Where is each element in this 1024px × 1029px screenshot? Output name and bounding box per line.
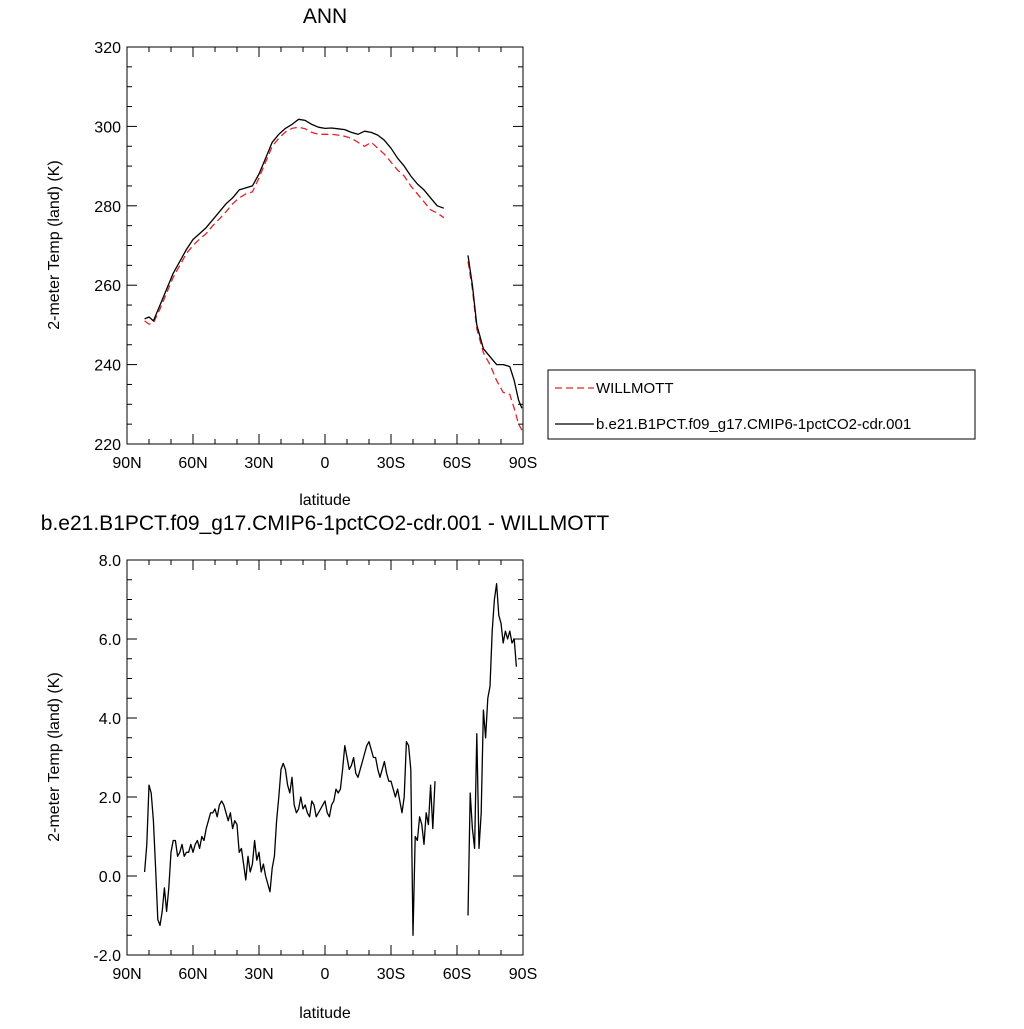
bottom-x-tick-label: 30S	[377, 966, 405, 983]
bottom-plot-frame	[126, 559, 524, 956]
bottom-x-tick-label: 90N	[112, 966, 141, 983]
bottom-y-axis-label: 2-meter Temp (land) (K)	[46, 672, 63, 842]
top-panel: ANN 90N 60N 30N 0 30S 60S 90S 220 240 260 280 300 32…	[46, 5, 976, 509]
legend: WILLMOTT b.e21.B1PCT.f09_g17.CMIP6-1pctC…	[547, 369, 976, 440]
bottom-y-tick-label: 0.0	[99, 869, 121, 886]
top-series-0-segment-1	[467, 261, 523, 431]
top-x-tick-label: 90N	[112, 455, 141, 472]
bottom-panel: b.e21.B1PCT.f09_g17.CMIP6-1pctCO2-cdr.00…	[41, 512, 610, 1022]
legend-label-model: b.e21.B1PCT.f09_g17.CMIP6-1pctCO2-cdr.00…	[596, 416, 911, 433]
top-y-axis-label: 2-meter Temp (land) (K)	[46, 160, 63, 330]
top-y-tick-label: 220	[94, 437, 121, 454]
bottom-x-axis-label: latitude	[299, 1005, 351, 1022]
bottom-x-tick-label: 60N	[178, 966, 207, 983]
top-x-tick-label: 60S	[443, 455, 471, 472]
bottom-series-layer	[143, 583, 518, 936]
legend-box	[547, 369, 976, 440]
top-y-tick-label: 260	[94, 278, 121, 295]
top-y-tick-label: 300	[94, 119, 121, 136]
bottom-y-tick-label: 8.0	[99, 553, 121, 570]
bottom-y-tick-label: 6.0	[99, 632, 121, 649]
bottom-series-0-segment-0	[143, 741, 436, 936]
top-x-tick-label: 0	[321, 455, 330, 472]
bottom-y-tick-label: -2.0	[93, 948, 121, 965]
top-x-axis-label: latitude	[299, 492, 351, 509]
bottom-x-tick-label: 30N	[244, 966, 273, 983]
bottom-ticks-layer: 90N 60N 30N 0 30S 60S 90S -2.0 0.0 2.0 4.0 6.0 8.0	[93, 553, 537, 983]
top-series-layer	[144, 118, 523, 431]
top-y-tick-label: 280	[94, 199, 121, 216]
bottom-y-tick-label: 2.0	[99, 790, 121, 807]
top-y-tick-label: 320	[94, 40, 121, 57]
bottom-x-tick-label: 90S	[509, 966, 537, 983]
top-ticks-layer: 90N 60N 30N 0 30S 60S 90S 220 240 260 280 300 320	[94, 40, 537, 472]
bottom-x-tick-label: 60S	[443, 966, 471, 983]
top-chart-title: ANN	[303, 5, 347, 28]
bottom-series-0-segment-1	[467, 583, 518, 916]
legend-label-willmott: WILLMOTT	[596, 380, 674, 397]
top-x-tick-label: 60N	[178, 455, 207, 472]
top-x-tick-label: 30S	[377, 455, 405, 472]
bottom-chart-title: b.e21.B1PCT.f09_g17.CMIP6-1pctCO2-cdr.00…	[41, 512, 610, 535]
top-y-tick-label: 240	[94, 358, 121, 375]
bottom-y-tick-label: 4.0	[99, 711, 121, 728]
bottom-x-tick-label: 0	[321, 966, 330, 983]
top-x-tick-label: 90S	[509, 455, 537, 472]
top-series-1-segment-0	[144, 118, 445, 322]
top-series-0-segment-0	[144, 126, 445, 325]
top-series-1-segment-1	[467, 255, 523, 409]
top-x-tick-label: 30N	[244, 455, 273, 472]
top-plot-frame	[126, 46, 524, 445]
